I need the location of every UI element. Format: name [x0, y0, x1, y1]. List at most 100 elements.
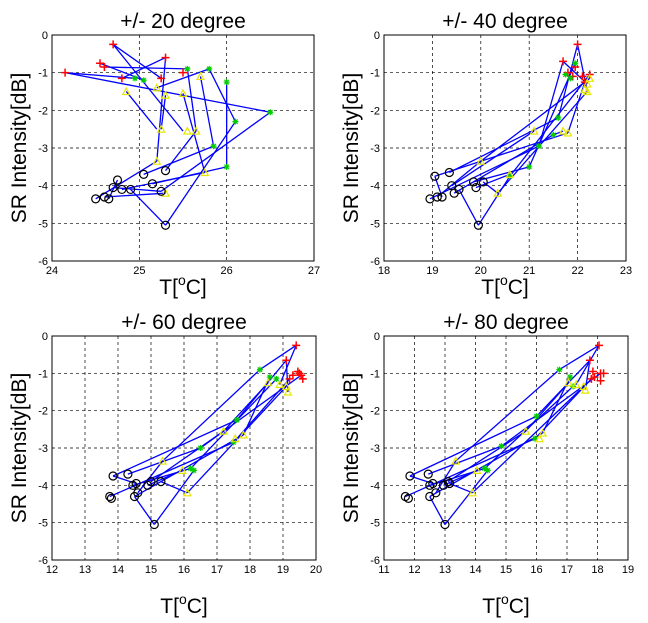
data-point-plus: [282, 356, 291, 365]
data-point-star: [567, 75, 574, 82]
data-point-circle: [454, 184, 464, 195]
connector-line: [156, 57, 167, 162]
connector-line: [509, 74, 591, 177]
data-point-triangle: [585, 73, 595, 82]
y-tick-label: -2: [38, 406, 48, 418]
data-point-star: [230, 439, 237, 446]
connector-line: [538, 61, 564, 147]
connector-line: [435, 460, 457, 494]
data-point-triangle: [281, 381, 291, 390]
data-point-star: [232, 118, 239, 125]
data-point-star: [481, 465, 488, 472]
data-point-star: [131, 75, 138, 82]
connector-line: [444, 469, 489, 525]
data-point-triangle: [580, 84, 590, 94]
x-tick-label: 26: [221, 265, 233, 277]
connector-line: [165, 130, 197, 171]
data-point-plus: [587, 374, 596, 383]
connector-line: [113, 186, 162, 192]
connector-line: [143, 145, 214, 175]
connector-line: [473, 166, 530, 183]
connector-line: [427, 445, 502, 475]
data-point-star: [223, 79, 230, 86]
data-point-triangle: [505, 169, 515, 178]
y-tick-label: -6: [38, 555, 48, 567]
connector-line: [447, 430, 527, 483]
x-tick-label: 18: [244, 564, 256, 576]
connector-line: [134, 434, 244, 498]
connector-line: [199, 76, 215, 147]
data-point-plus: [595, 341, 604, 350]
data-point-triangle: [195, 71, 205, 81]
x-tick-label: 13: [79, 564, 91, 576]
x-tick-label: 12: [408, 564, 420, 576]
connector-line: [108, 179, 119, 200]
chart-panel-4: 11 12 13 14 15 16 17 18 19 0 -1 -2 -3 -4 -5 -6 +/- 80 de…: [340, 311, 634, 618]
data-point-triangle: [521, 426, 531, 435]
data-point-circle: [431, 488, 441, 498]
data-point-triangle: [121, 86, 131, 96]
connector-line: [409, 415, 537, 477]
data-point-plus: [117, 74, 126, 83]
data-point-triangle: [177, 465, 187, 474]
data-point-star: [556, 366, 563, 373]
connector-line: [186, 68, 197, 132]
data-point-plus: [96, 59, 105, 68]
y-tick-label: -4: [370, 181, 380, 193]
data-point-plus: [559, 57, 568, 66]
y-tick-label: -1: [38, 68, 48, 80]
connector-line: [104, 192, 166, 198]
x-axis-label: T[oC]: [159, 272, 206, 299]
y-tick-label: 0: [374, 331, 380, 343]
x-tick-label: 25: [133, 265, 145, 277]
connector-line: [112, 43, 162, 79]
chart-title: +/- 80 degree: [443, 311, 569, 334]
data-point-circle: [403, 493, 413, 503]
connector-line: [429, 145, 540, 200]
chart-title: +/- 60 degree: [121, 311, 247, 334]
data-point-plus: [161, 53, 170, 62]
connector-line: [449, 117, 559, 174]
data-point-triangle: [476, 156, 486, 165]
x-tick-label: 16: [178, 564, 190, 576]
data-point-triangle: [493, 188, 503, 197]
connector-line: [525, 382, 570, 432]
data-point-circle: [133, 488, 143, 498]
y-tick-label: -2: [370, 406, 380, 418]
connector-line: [64, 72, 271, 113]
connector-line: [242, 376, 271, 436]
chart-panel-2: 18 19 20 21 22 23 0 -1 -2 -3 -4 -5 -6 +/- 40 degree SR…: [340, 10, 632, 299]
x-tick-label: 11: [378, 564, 389, 576]
y-tick-label: -3: [370, 143, 380, 155]
data-point-circle: [160, 220, 171, 230]
data-point-plus: [61, 68, 70, 77]
data-point-triangle: [571, 379, 581, 389]
data-point-plus: [295, 369, 304, 378]
data-point-circle: [478, 177, 488, 187]
data-point-circle: [405, 471, 415, 481]
data-point-circle: [91, 194, 101, 204]
x-tick-label: 17: [211, 564, 223, 576]
y-axis-label: SR Intensity[dB]: [340, 373, 363, 524]
data-point-circle: [108, 182, 118, 193]
x-tick-label: 27: [308, 265, 320, 277]
data-point-plus: [157, 74, 166, 83]
connector-line: [160, 481, 188, 494]
x-tick-label: 16: [530, 564, 542, 576]
data-point-circle: [156, 477, 166, 487]
connector-line: [562, 60, 588, 85]
data-point-star: [555, 114, 562, 121]
data-point-triangle: [178, 88, 188, 97]
x-axis-label: T[oC]: [160, 591, 207, 618]
y-tick-label: 0: [42, 331, 48, 343]
data-point-plus: [573, 40, 582, 49]
data-point-plus: [298, 374, 307, 383]
data-point-star: [206, 65, 213, 72]
data-point-circle: [146, 477, 156, 487]
y-tick-label: -3: [370, 443, 380, 455]
y-axis-label: SR Intensity[dB]: [8, 373, 31, 524]
data-point-plus: [285, 374, 294, 383]
data-point-triangle: [219, 426, 229, 435]
data-point-circle: [471, 182, 481, 193]
y-tick-label: 0: [374, 30, 380, 42]
